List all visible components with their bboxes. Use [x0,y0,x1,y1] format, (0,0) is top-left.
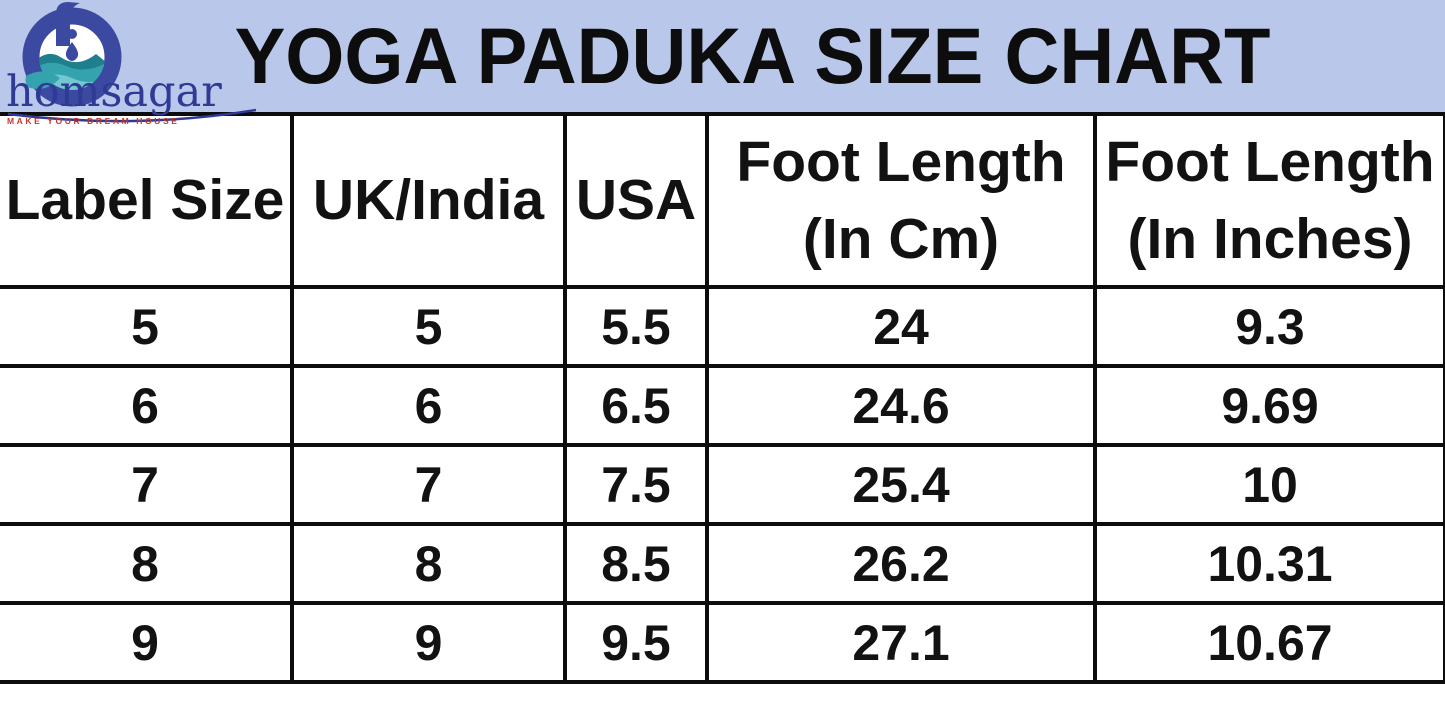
cell-label-size: 8 [0,522,294,605]
table-row: 6 6 6.5 24.6 9.69 [0,364,1445,447]
table-row: 5 5 5.5 24 9.3 [0,285,1445,368]
column-header-usa: USA [563,112,709,289]
cell-uk-india: 6 [290,364,567,447]
cell-usa: 8.5 [563,522,709,605]
cell-label-size: 6 [0,364,294,447]
cell-usa: 5.5 [563,285,709,368]
cell-foot-length-inches: 10.31 [1093,522,1445,605]
column-header-foot-length-inches: Foot Length (In Inches) [1093,112,1445,289]
size-chart-table: Label Size UK/India USA Foot Length (In … [0,112,1445,684]
cell-foot-length-cm: 27.1 [705,601,1097,684]
homsagar-logo: homsagar MAKE YOUR DREAM HOUSE [4,0,266,135]
cell-usa: 6.5 [563,364,709,447]
cell-foot-length-cm: 24.6 [705,364,1097,447]
cell-uk-india: 7 [290,443,567,526]
cell-foot-length-inches: 9.3 [1093,285,1445,368]
cell-foot-length-cm: 26.2 [705,522,1097,605]
column-header-label-size: Label Size [0,112,294,289]
column-header-foot-length-cm: Foot Length (In Cm) [705,112,1097,289]
table-row: 7 7 7.5 25.4 10 [0,443,1445,526]
column-header-uk-india: UK/India [290,112,567,289]
table-row: 9 9 9.5 27.1 10.67 [0,601,1445,684]
cell-foot-length-inches: 9.69 [1093,364,1445,447]
cell-uk-india: 9 [290,601,567,684]
cell-foot-length-cm: 25.4 [705,443,1097,526]
cell-foot-length-inches: 10.67 [1093,601,1445,684]
page-title: YOGA PADUKA SIZE CHART [234,12,1271,101]
cell-foot-length-cm: 24 [705,285,1097,368]
table-row: 8 8 8.5 26.2 10.31 [0,522,1445,605]
cell-label-size: 7 [0,443,294,526]
header-row: Label Size UK/India USA Foot Length (In … [0,112,1445,289]
brand-tagline-text: MAKE YOUR DREAM HOUSE [7,116,180,126]
cell-usa: 9.5 [563,601,709,684]
water-drop-wave-circle-icon: homsagar MAKE YOUR DREAM HOUSE [6,2,257,126]
banner: YOGA PADUKA SIZE CHART [0,0,1445,113]
brand-name-text: homsagar [6,67,222,117]
cell-uk-india: 8 [290,522,567,605]
cell-uk-india: 5 [290,285,567,368]
cell-usa: 7.5 [563,443,709,526]
cell-label-size: 5 [0,285,294,368]
cell-label-size: 9 [0,601,294,684]
cell-foot-length-inches: 10 [1093,443,1445,526]
